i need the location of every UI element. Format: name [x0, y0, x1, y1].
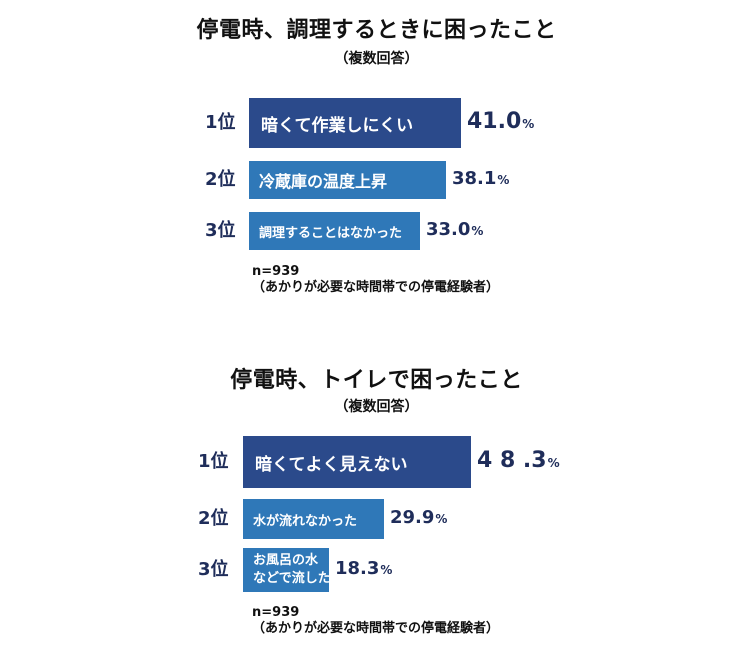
chart1-rank-label: 3位 — [205, 220, 236, 241]
chart2-bar-label: お風呂の水 などで流した — [253, 553, 331, 586]
chart2-rank-label: 3位 — [198, 559, 229, 580]
chart1-value-label: 41.0% — [467, 109, 535, 134]
chart1-population: （あかりが必要な時間帯での停電経験者） — [252, 280, 500, 295]
chart1-bar-label: 冷蔵庫の温度上昇 — [259, 172, 388, 191]
chart2-value-label: 29.9% — [390, 507, 448, 528]
chart2-bar: 水が流れなかった — [243, 499, 384, 539]
chart1-bar: 冷蔵庫の温度上昇 — [249, 161, 446, 199]
chart1-title: 停電時、調理するときに困ったこと — [196, 18, 557, 43]
chart2-bar-label: 水が流れなかった — [253, 513, 358, 529]
chart2-title: 停電時、トイレで困ったこと — [230, 368, 523, 393]
chart1-bar: 調理することはなかった — [249, 212, 420, 250]
chart1-bar-label: 暗くて作業しにくい — [261, 115, 414, 136]
chart2-sample-size: n=939 — [252, 605, 300, 620]
chart1-value-label: 38.1% — [452, 168, 510, 189]
chart2-bar-label: 暗くてよく見えない — [255, 454, 408, 475]
chart1-bar-label: 調理することはなかった — [259, 225, 403, 241]
chart1-value-label: 33.0% — [426, 219, 484, 240]
chart2-value-label: 4 8 .3% — [477, 448, 560, 473]
chart2-population: （あかりが必要な時間帯での停電経験者） — [252, 621, 500, 636]
chart1-note: n=939 （あかりが必要な時間帯での停電経験者） — [252, 264, 499, 296]
chart2-note: n=939 （あかりが必要な時間帯での停電経験者） — [252, 605, 499, 637]
chart2-rank-label: 2位 — [198, 508, 229, 529]
chart1-rank-label: 2位 — [205, 169, 236, 190]
chart1-rank-label: 1位 — [205, 112, 236, 133]
chart1-bar: 暗くて作業しにくい — [249, 98, 461, 148]
chart2-subtitle: （複数回答） — [334, 399, 419, 415]
chart2-rank-label: 1位 — [198, 451, 229, 472]
chart2-bar: お風呂の水 などで流した — [243, 548, 331, 592]
chart1-subtitle: （複数回答） — [334, 51, 419, 67]
chart2-bar: 暗くてよく見えない — [243, 436, 471, 488]
chart1-sample-size: n=939 — [252, 264, 300, 279]
chart2-value-label: 18.3% — [335, 558, 393, 579]
